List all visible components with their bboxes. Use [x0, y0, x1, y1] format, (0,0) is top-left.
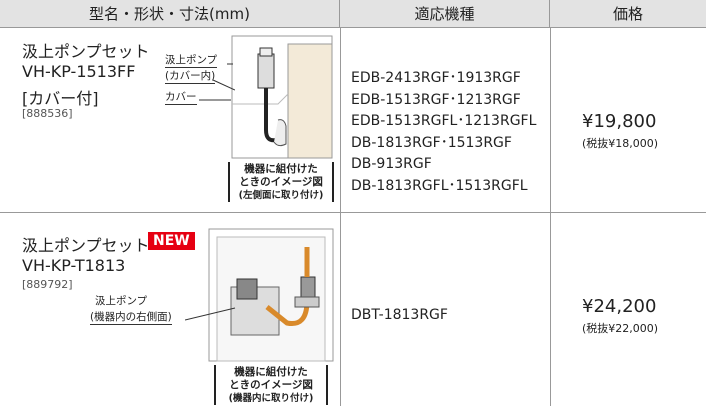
product-code: [889792] — [22, 278, 73, 291]
model-name: DB-1813RGFL･1513RGFL — [351, 177, 528, 194]
new-badge: NEW — [148, 232, 195, 250]
model-list: DBT-1813RGF — [351, 305, 448, 327]
price: ¥24,200 — [582, 296, 657, 317]
divider — [340, 28, 341, 406]
model-name: EDB-1513RGF･1213RGF — [351, 91, 521, 108]
model-list: EDB-2413RGF･1913RGF EDB-1513RGF･1213RGF ED… — [351, 68, 536, 198]
product-name: 汲上ポンプセット — [22, 42, 150, 61]
model-name: DBT-1813RGF — [351, 307, 448, 323]
model-name: DB-913RGF — [351, 156, 432, 173]
leader-lines — [199, 63, 235, 101]
divider — [0, 212, 706, 213]
callout: 汲上ポンプ — [165, 54, 218, 68]
header-cell: 適応機種 — [340, 0, 550, 28]
callout: (カバー内) — [165, 70, 216, 84]
product-model: VH-KP-T1813 — [22, 256, 126, 275]
product-model: VH-KP-1513FF — [22, 62, 136, 81]
model-name: EDB-1513RGFL･1213RGFL — [351, 113, 537, 130]
caption: ときのイメージ図 — [229, 379, 313, 391]
header-cell: 価格 — [550, 0, 706, 28]
product-code: [888536] — [22, 107, 73, 120]
caption-box: 機器に組付けた ときのイメージ図 (左側面に取り付け) — [228, 162, 334, 202]
callout: 汲上ポンプ — [95, 295, 148, 307]
caption: ときのイメージ図 — [239, 176, 323, 188]
price: ¥19,800 — [582, 111, 657, 132]
illustration — [208, 228, 334, 362]
illustration — [231, 35, 333, 159]
price-excl-tax: (税抜¥18,000) — [582, 137, 659, 150]
model-name: EDB-2413RGF･1913RGF — [351, 70, 521, 86]
caption-box: 機器に組付けた ときのイメージ図 (機器内に取り付け) — [214, 365, 328, 405]
header-cell: 型名・形状・寸法(mm) — [0, 0, 340, 28]
callout: (機器内の右側面) — [90, 311, 172, 325]
leader-line — [185, 307, 236, 321]
caption: (機器内に取り付け) — [228, 393, 314, 404]
caption: (左側面に取り付け) — [238, 190, 324, 201]
callout: カバー — [165, 91, 197, 105]
product-note: [カバー付] — [22, 89, 99, 108]
caption: 機器に組付けた — [244, 163, 318, 175]
product-name: 汲上ポンプセット — [22, 236, 150, 255]
price-excl-tax: (税抜¥22,000) — [582, 322, 659, 335]
caption: 機器に組付けた — [234, 366, 308, 378]
divider — [550, 28, 551, 406]
model-name: DB-1813RGF･1513RGF — [351, 134, 512, 151]
